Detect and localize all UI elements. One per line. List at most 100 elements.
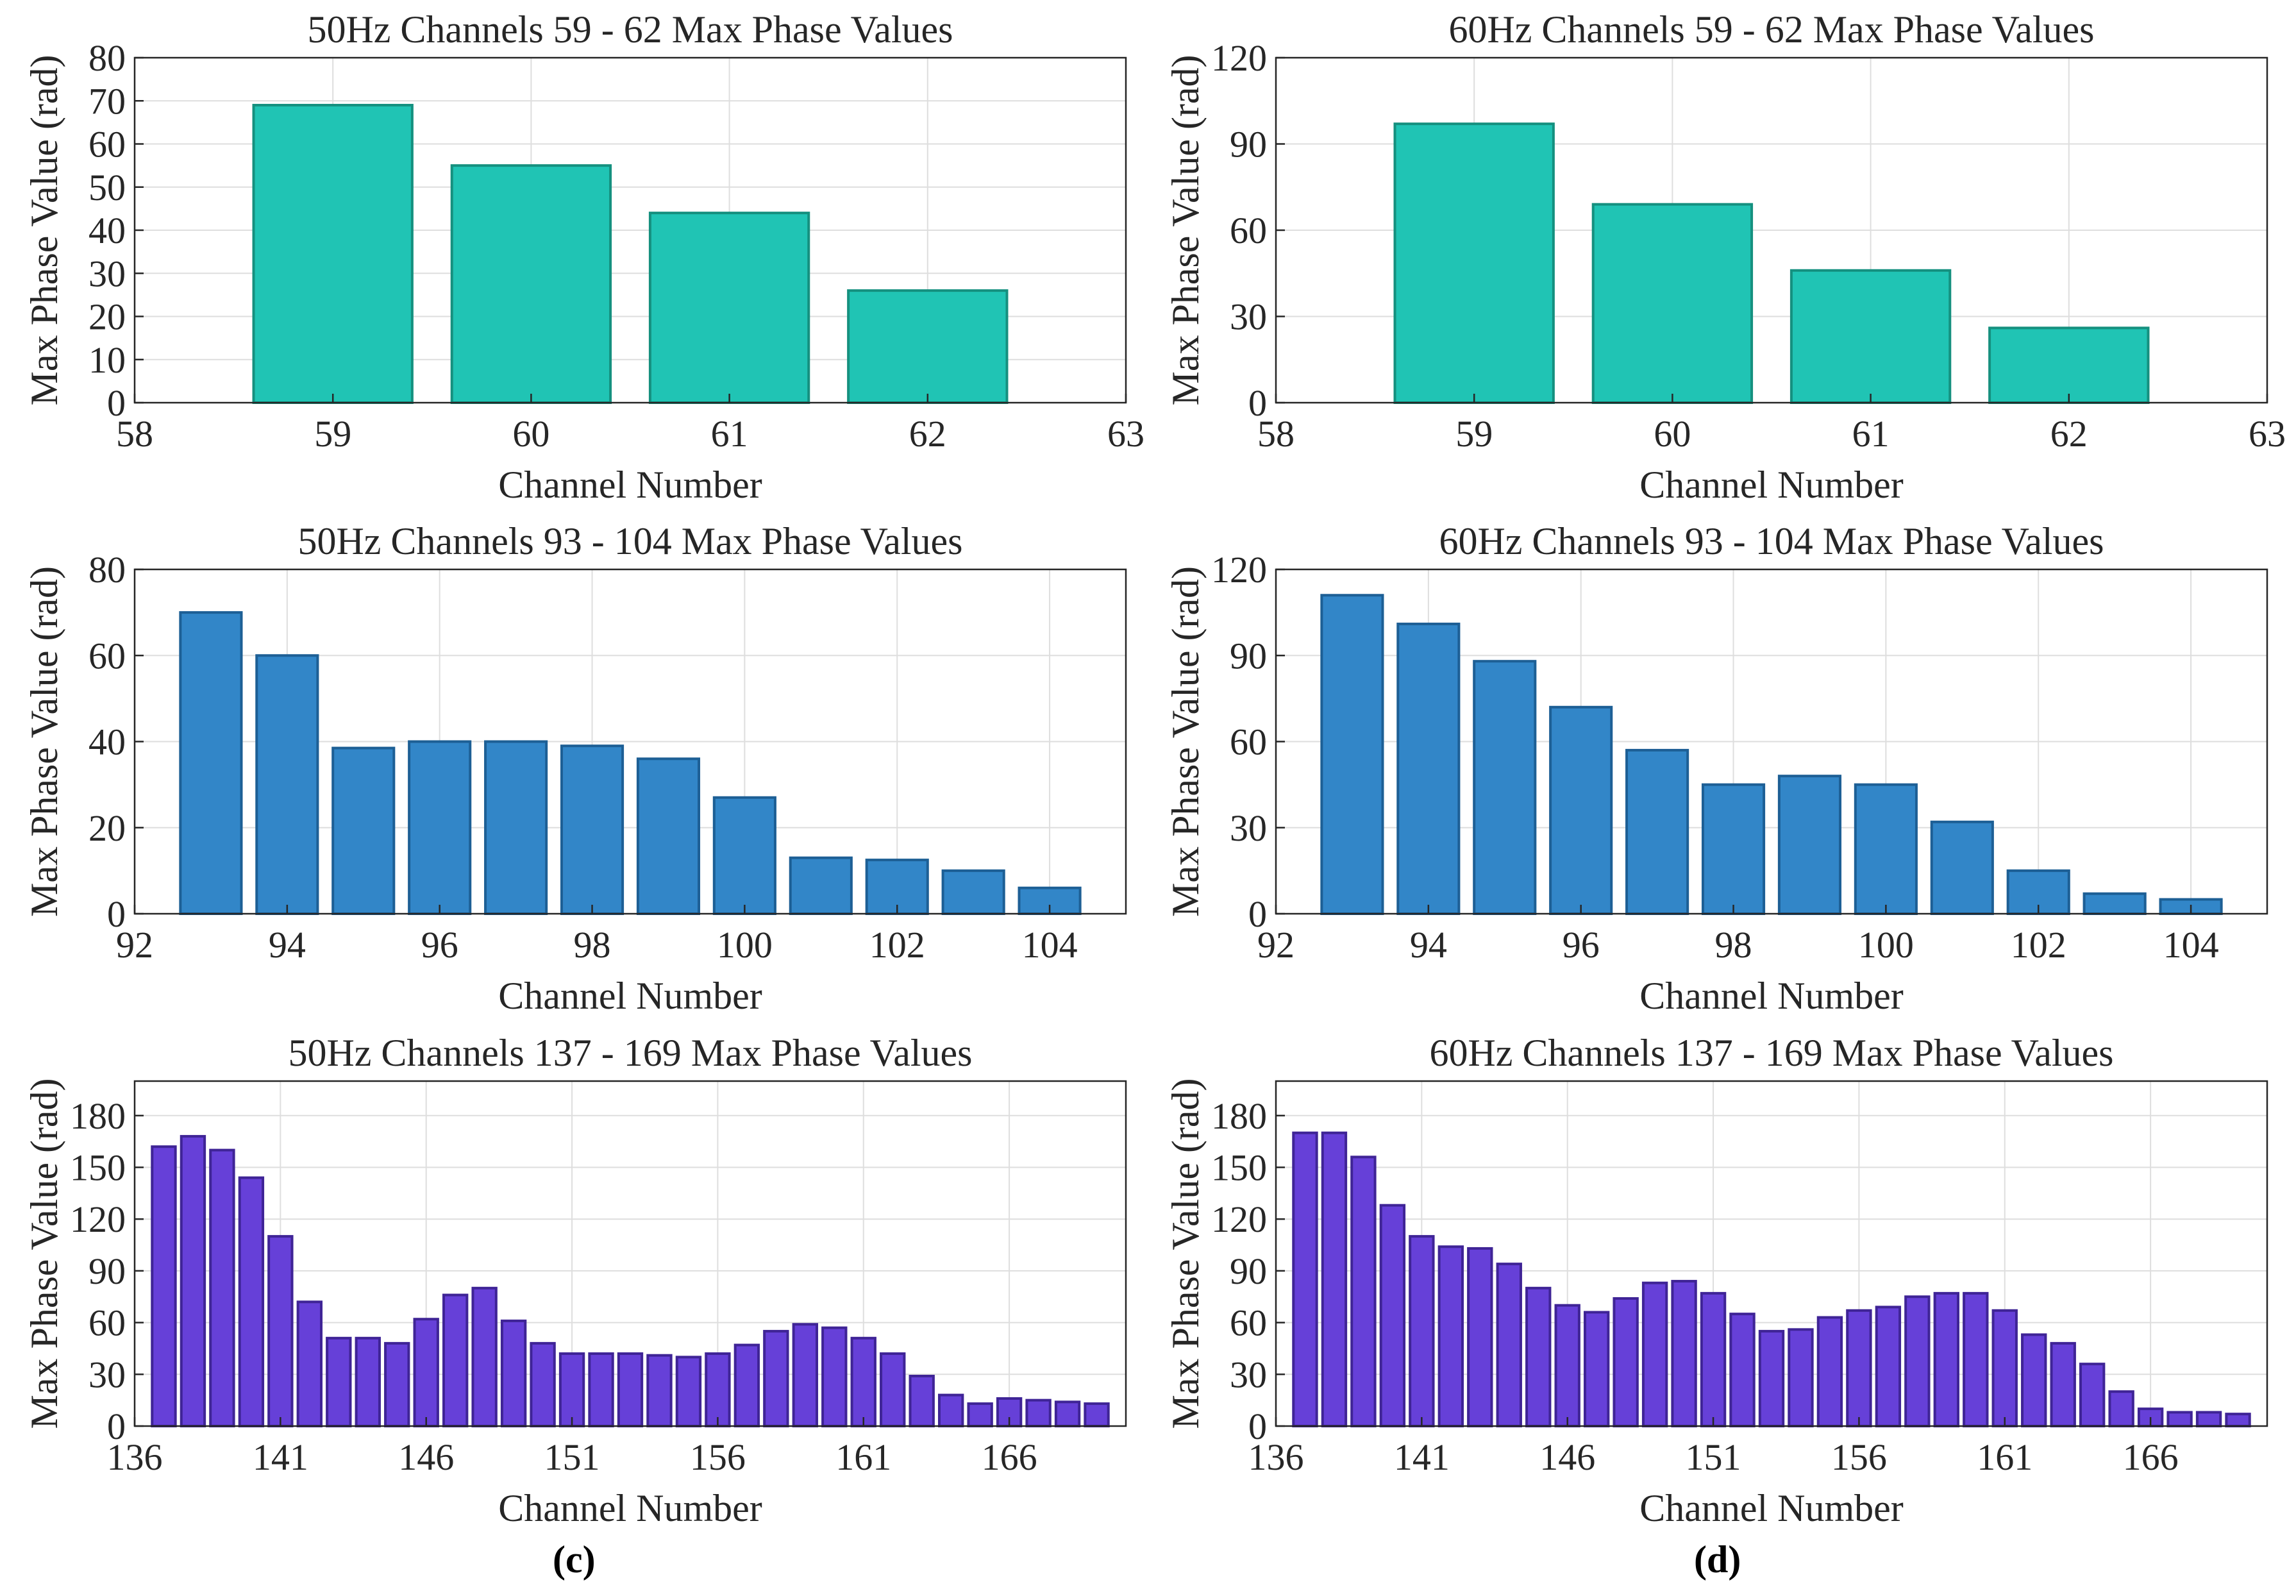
x-tick-label: 58 xyxy=(1257,413,1295,455)
y-tick-label: 60 xyxy=(1230,721,1267,763)
x-tick-label: 161 xyxy=(1977,1436,2032,1478)
x-tick-label: 151 xyxy=(1686,1436,1741,1478)
bar-165 xyxy=(967,1402,993,1428)
bar-168 xyxy=(2195,1411,2222,1427)
x-tick-label: 102 xyxy=(869,924,925,966)
bar-103 xyxy=(2082,892,2147,916)
bar-153 xyxy=(1758,1330,1785,1428)
bar-165 xyxy=(2108,1390,2134,1427)
bar-146 xyxy=(413,1318,439,1427)
bar-142 xyxy=(296,1300,323,1427)
bar-160 xyxy=(1963,1291,1989,1427)
bar-153 xyxy=(617,1352,644,1428)
bar-164 xyxy=(2079,1363,2106,1427)
bar-159 xyxy=(1933,1291,1960,1427)
bar-147 xyxy=(442,1293,469,1428)
bar-156 xyxy=(705,1352,731,1428)
y-tick-label: 90 xyxy=(1230,635,1267,676)
bar-141 xyxy=(267,1235,294,1427)
y-axis-label: Max Phase Value (rad) xyxy=(1164,566,1207,917)
y-tick-label: 150 xyxy=(70,1147,126,1189)
y-tick-label: 180 xyxy=(70,1095,126,1137)
y-tick-label: 0 xyxy=(1248,382,1267,424)
bar-146 xyxy=(1554,1304,1580,1427)
x-tick-label: 104 xyxy=(1022,924,1078,966)
bar-144 xyxy=(1496,1263,1522,1428)
bar-100 xyxy=(712,796,776,915)
bar-152 xyxy=(588,1352,614,1428)
y-tick-label: 30 xyxy=(88,1354,126,1395)
chart-title: 50Hz Channels 93 - 104 Max Phase Values xyxy=(297,520,962,562)
x-tick-label: 59 xyxy=(314,413,351,455)
bar-60 xyxy=(1591,203,1754,404)
y-tick-label: 0 xyxy=(1248,1406,1267,1447)
bar-101 xyxy=(789,856,853,916)
x-tick-label: 58 xyxy=(116,413,153,455)
bar-93 xyxy=(1320,594,1384,916)
chart-title: 50Hz Channels 137 - 169 Max Phase Values xyxy=(288,1032,972,1074)
x-tick-label: 146 xyxy=(398,1436,454,1478)
bar-145 xyxy=(384,1341,410,1427)
bar-148 xyxy=(471,1286,498,1428)
bar-140 xyxy=(1379,1204,1406,1428)
y-tick-label: 80 xyxy=(88,549,126,591)
bar-99 xyxy=(636,757,701,915)
bar-59 xyxy=(1393,122,1555,404)
bar-142 xyxy=(1437,1245,1464,1427)
chart-6: 136 141 146 151 156 161 166 0 30 60 90 120 150 180 60H… xyxy=(1164,1032,2268,1529)
axes-frame xyxy=(133,1080,1127,1427)
bar-151 xyxy=(1700,1291,1727,1427)
axes-frame xyxy=(1275,1080,2268,1427)
bar-139 xyxy=(209,1148,235,1427)
chart-title: 60Hz Channels 59 - 62 Max Phase Values xyxy=(1448,8,2094,51)
x-tick-label: 61 xyxy=(711,413,748,455)
x-tick-label: 104 xyxy=(2163,924,2219,966)
bar-98 xyxy=(560,744,624,916)
y-tick-label: 60 xyxy=(1230,210,1267,251)
y-tick-label: 10 xyxy=(88,339,126,381)
bar-149 xyxy=(1641,1281,1668,1427)
bar-154 xyxy=(646,1354,673,1427)
bar-152 xyxy=(1729,1313,1756,1427)
y-tick-label: 0 xyxy=(107,893,126,935)
chart-title: 50Hz Channels 59 - 62 Max Phase Values xyxy=(307,8,953,51)
y-tick-label: 20 xyxy=(88,296,126,338)
bar-143 xyxy=(326,1336,352,1428)
x-tick-label: 136 xyxy=(1248,1436,1304,1478)
x-tick-label: 60 xyxy=(1654,413,1691,455)
x-tick-label: 60 xyxy=(512,413,549,455)
bar-94 xyxy=(255,654,319,915)
y-axis-label: Max Phase Value (rad) xyxy=(23,1078,65,1429)
bar-150 xyxy=(530,1341,556,1427)
y-tick-label: 120 xyxy=(1211,37,1267,79)
bar-158 xyxy=(1904,1295,1931,1427)
y-tick-label: 70 xyxy=(88,80,126,122)
y-tick-label: 20 xyxy=(88,807,126,849)
x-tick-label: 100 xyxy=(1858,924,1914,966)
panel-label-c: (c) xyxy=(553,1538,596,1581)
bar-95 xyxy=(331,746,396,915)
x-tick-label: 141 xyxy=(253,1436,308,1478)
bar-164 xyxy=(937,1393,964,1428)
bar-159 xyxy=(792,1323,819,1428)
bar-157 xyxy=(1875,1306,1902,1428)
y-tick-label: 150 xyxy=(1211,1147,1267,1189)
bar-158 xyxy=(763,1330,789,1428)
bar-96 xyxy=(408,740,472,915)
chart-4: 92 94 96 98 100 102 104 0 30 60 90 120 60Hz Channels… xyxy=(1164,520,2268,1017)
x-tick-label: 62 xyxy=(2050,413,2088,455)
bar-141 xyxy=(1409,1235,1435,1427)
x-tick-label: 59 xyxy=(1455,413,1493,455)
bar-161 xyxy=(850,1336,876,1428)
y-tick-label: 90 xyxy=(1230,124,1267,165)
chart-5: 136 141 146 151 156 161 166 0 30 60 90 120 150 180 50H… xyxy=(23,1032,1127,1529)
bar-59 xyxy=(252,103,414,404)
bar-169 xyxy=(1084,1402,1110,1428)
x-axis-label: Channel Number xyxy=(498,975,762,1017)
bar-60 xyxy=(450,164,612,404)
y-tick-label: 0 xyxy=(107,382,126,424)
x-tick-label: 156 xyxy=(1831,1436,1887,1478)
y-tick-label: 30 xyxy=(88,253,126,294)
bar-101 xyxy=(1930,820,1994,916)
